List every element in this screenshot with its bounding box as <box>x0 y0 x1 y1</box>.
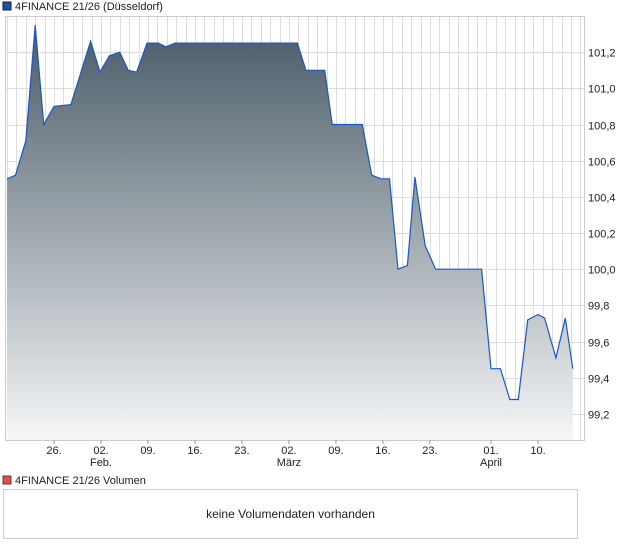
y-tick-label: 100,8 <box>588 121 616 133</box>
y-tick-label: 100,4 <box>588 193 616 205</box>
y-tick-label: 100,2 <box>588 229 616 241</box>
y-tick-label: 99,4 <box>588 374 609 386</box>
legend-swatch <box>2 1 12 11</box>
x-tick-label: 02. <box>93 445 108 457</box>
y-tick-label: 101,0 <box>588 84 616 96</box>
x-tick-label: 16. <box>375 445 390 457</box>
volume-empty-message: keine Volumendaten vorhanden <box>206 507 375 521</box>
chart-title: 4FINANCE 21/26 (Düsseldorf) <box>15 1 163 13</box>
x-month-label: März <box>277 457 301 469</box>
price-line <box>6 24 574 401</box>
y-tick-label: 100,6 <box>588 157 616 169</box>
y-tick-label: 99,2 <box>588 410 609 422</box>
x-tick-label: 09. <box>328 445 343 457</box>
price-chart: 4FINANCE 21/26 (Düsseldorf) 101,2 101,0 10… <box>2 1 616 469</box>
x-tick-label: 23. <box>422 445 437 457</box>
price-area <box>7 25 573 440</box>
x-tick-label: 09. <box>140 445 155 457</box>
x-tick-label: 23. <box>234 445 249 457</box>
y-tick-label: 100,0 <box>588 265 616 277</box>
volume-legend-label: 4FINANCE 21/26 Volumen <box>15 475 146 487</box>
volume-panel: keine Volumendaten vorhanden <box>3 489 578 539</box>
x-month-label: April <box>480 457 502 469</box>
volume-legend-swatch <box>2 475 12 485</box>
volume-legend: 4FINANCE 21/26 Volumen <box>2 475 146 487</box>
x-tick-label: 01. <box>483 445 498 457</box>
y-tick-label: 99,8 <box>588 301 609 313</box>
y-tick-label: 99,6 <box>588 338 609 350</box>
x-tick-label: 16. <box>187 445 202 457</box>
x-month-label: Feb. <box>90 457 112 469</box>
plot-frame <box>5 16 585 441</box>
x-tick-label: 10. <box>530 445 545 457</box>
x-tick-label: 02. <box>281 445 296 457</box>
y-tick-label: 101,2 <box>588 48 616 60</box>
x-tick-label: 26. <box>46 445 61 457</box>
